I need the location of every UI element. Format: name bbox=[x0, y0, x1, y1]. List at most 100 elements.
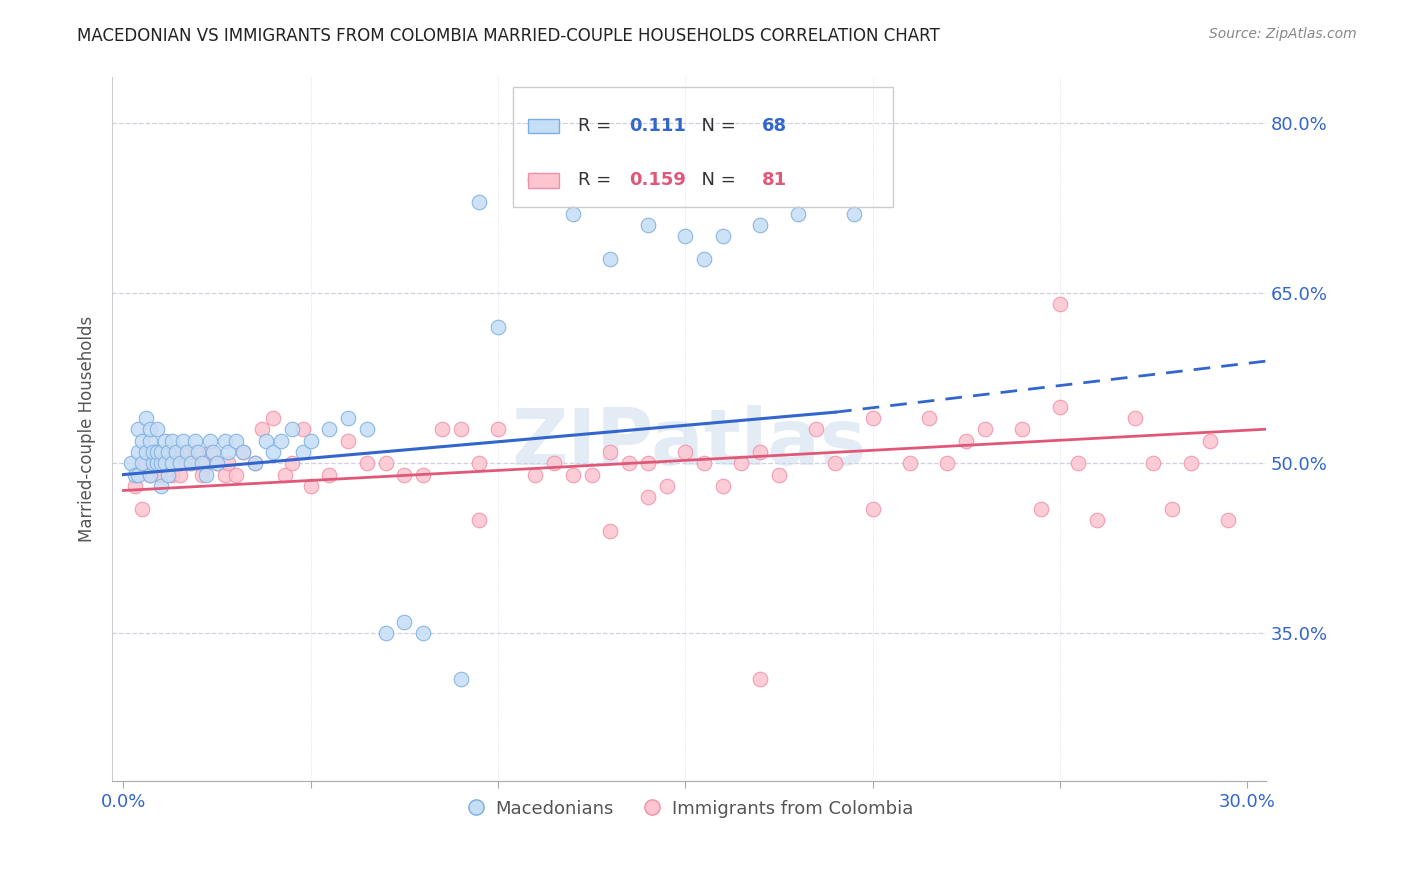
Point bbox=[374, 626, 396, 640]
Y-axis label: Married-couple Households: Married-couple Households bbox=[79, 316, 96, 542]
Point bbox=[157, 467, 180, 482]
Point bbox=[637, 456, 659, 470]
Point bbox=[135, 410, 157, 425]
Point bbox=[599, 524, 621, 539]
Point bbox=[356, 456, 378, 470]
Point bbox=[412, 467, 434, 482]
Point bbox=[217, 445, 239, 459]
Point bbox=[198, 434, 221, 448]
Point bbox=[599, 445, 621, 459]
Point bbox=[394, 615, 416, 629]
Point bbox=[299, 479, 322, 493]
Point bbox=[160, 434, 183, 448]
Point bbox=[749, 445, 772, 459]
Point bbox=[262, 410, 284, 425]
Text: ZIPatlas: ZIPatlas bbox=[512, 405, 866, 482]
Point bbox=[1142, 456, 1164, 470]
Point bbox=[180, 456, 202, 470]
Point bbox=[127, 467, 149, 482]
Point bbox=[412, 626, 434, 640]
Point bbox=[561, 206, 583, 220]
Point bbox=[524, 172, 547, 186]
Point bbox=[176, 445, 198, 459]
Point bbox=[936, 456, 959, 470]
Point bbox=[153, 456, 176, 470]
Point bbox=[356, 422, 378, 436]
Point bbox=[180, 456, 202, 470]
Point bbox=[254, 434, 277, 448]
Point bbox=[468, 195, 491, 210]
Point bbox=[486, 422, 509, 436]
Point bbox=[183, 434, 205, 448]
Point bbox=[202, 445, 225, 459]
Text: R =: R = bbox=[578, 117, 617, 136]
Point bbox=[131, 434, 153, 448]
Point bbox=[637, 218, 659, 232]
Text: 81: 81 bbox=[762, 171, 787, 189]
Point bbox=[146, 445, 169, 459]
Point bbox=[468, 513, 491, 527]
Point bbox=[486, 320, 509, 334]
Text: 0.111: 0.111 bbox=[628, 117, 686, 136]
Point bbox=[142, 445, 165, 459]
Point bbox=[599, 252, 621, 266]
Point bbox=[172, 434, 194, 448]
Point bbox=[637, 491, 659, 505]
Point bbox=[135, 445, 157, 459]
Point bbox=[225, 467, 247, 482]
Point bbox=[693, 252, 716, 266]
Point bbox=[299, 434, 322, 448]
Point bbox=[1180, 456, 1202, 470]
Point bbox=[157, 445, 180, 459]
Point bbox=[191, 467, 214, 482]
Point bbox=[165, 456, 187, 470]
Point bbox=[149, 445, 172, 459]
Point bbox=[146, 456, 169, 470]
Point bbox=[1161, 501, 1184, 516]
Point bbox=[711, 479, 734, 493]
Point bbox=[1123, 410, 1146, 425]
Point bbox=[468, 456, 491, 470]
Point bbox=[214, 434, 236, 448]
Point bbox=[120, 456, 142, 470]
Point bbox=[824, 456, 846, 470]
Point bbox=[165, 445, 187, 459]
Point bbox=[149, 479, 172, 493]
Point bbox=[153, 456, 176, 470]
Point bbox=[138, 434, 160, 448]
Point bbox=[169, 467, 191, 482]
Point bbox=[131, 501, 153, 516]
Point bbox=[146, 445, 169, 459]
Point bbox=[243, 456, 266, 470]
Point bbox=[955, 434, 977, 448]
Point bbox=[450, 422, 472, 436]
Point bbox=[292, 445, 315, 459]
Point bbox=[138, 467, 160, 482]
Point bbox=[450, 672, 472, 686]
Point bbox=[138, 422, 160, 436]
Point bbox=[730, 456, 752, 470]
Point bbox=[1198, 434, 1220, 448]
Point bbox=[1067, 456, 1090, 470]
Text: N =: N = bbox=[690, 117, 741, 136]
Point bbox=[183, 445, 205, 459]
Point bbox=[225, 434, 247, 448]
Point bbox=[243, 456, 266, 470]
Point bbox=[768, 467, 790, 482]
Point bbox=[561, 467, 583, 482]
Point bbox=[711, 229, 734, 244]
Point bbox=[214, 467, 236, 482]
Point bbox=[842, 206, 865, 220]
Point bbox=[617, 456, 640, 470]
Point bbox=[862, 501, 884, 516]
Point bbox=[142, 456, 165, 470]
Point bbox=[281, 456, 304, 470]
Point bbox=[157, 445, 180, 459]
Point bbox=[124, 479, 146, 493]
Point bbox=[176, 456, 198, 470]
Point bbox=[273, 467, 295, 482]
Point bbox=[862, 410, 884, 425]
Point bbox=[124, 467, 146, 482]
Bar bbox=[529, 119, 558, 134]
Point bbox=[270, 434, 292, 448]
